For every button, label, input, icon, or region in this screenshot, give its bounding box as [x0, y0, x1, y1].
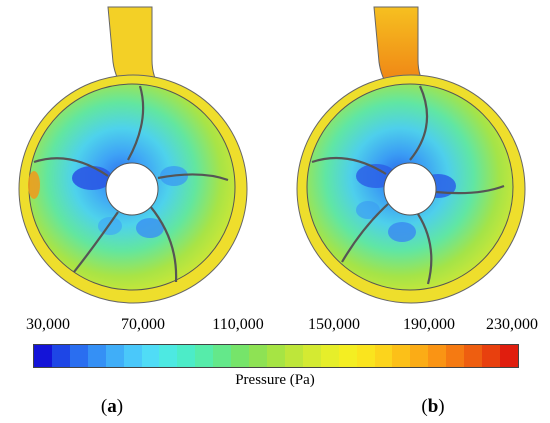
impeller-blades: [311, 85, 505, 285]
colorbar-cell: [356, 345, 375, 367]
tick-label: 190,000: [403, 316, 455, 333]
colorbar-cell: [87, 345, 106, 367]
colorbar-cell: [446, 345, 465, 367]
colorbar-tick-labels: 30,000 70,000 110,000 150,000 190,000 23…: [0, 316, 550, 340]
colorbar-cell: [428, 345, 447, 367]
colorbar-cell: [302, 345, 321, 367]
colorbar-cell: [231, 345, 250, 367]
colorbar-cell: [177, 345, 196, 367]
colorbar-cell: [213, 345, 232, 367]
tick-label: 150,000: [308, 316, 360, 333]
colorbar-cell: [249, 345, 267, 367]
colorbar-cell: [392, 345, 411, 367]
panel-label-b: (b): [421, 396, 445, 417]
tick-label: 230,000: [486, 316, 538, 333]
tick-label: 30,000: [26, 316, 70, 333]
colorbar-cell: [141, 345, 160, 367]
colorbar-cell: [374, 345, 393, 367]
colorbar-cell: [105, 345, 124, 367]
colorbar-cell: [499, 345, 518, 367]
panel-label-a: (a): [100, 396, 124, 417]
colorbar-cell: [51, 345, 70, 367]
colorbar-cell: [320, 345, 339, 367]
colorbar-cell: [410, 345, 429, 367]
colorbar-cell: [464, 345, 483, 367]
pump-contour-a: [18, 6, 248, 304]
impeller-hub: [383, 162, 437, 216]
colorbar-cell: [482, 345, 500, 367]
colorbar-cell: [34, 345, 52, 367]
colorbar-title: Pressure (Pa): [235, 372, 315, 388]
colorbar-cell: [123, 345, 142, 367]
colorbar-cell: [159, 345, 178, 367]
pump-contour-b: [296, 6, 526, 304]
tick-label: 70,000: [121, 316, 165, 333]
impeller-hub: [105, 162, 159, 216]
colorbar-cell: [69, 345, 88, 367]
colorbar-cell: [266, 345, 285, 367]
colorbar-cell: [284, 345, 303, 367]
pressure-contour-panel-a: [0, 0, 268, 312]
impeller-blades: [33, 85, 229, 283]
colorbar-cell: [195, 345, 214, 367]
colorbar-cell: [338, 345, 357, 367]
pressure-colorbar: [33, 344, 519, 368]
pressure-contour-panel-b: [278, 0, 546, 312]
tick-label: 110,000: [212, 316, 264, 333]
